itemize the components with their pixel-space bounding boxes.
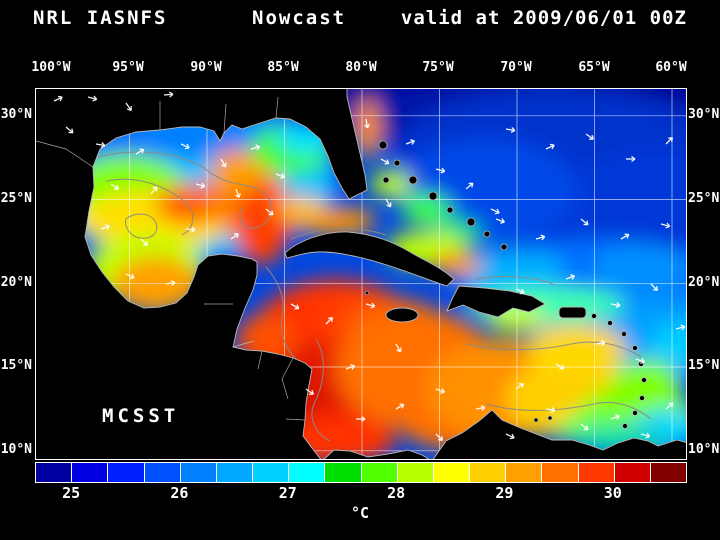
lon-label: 80°W <box>345 60 377 75</box>
sst-map-canvas <box>36 89 686 459</box>
lat-label-right: 30°N <box>688 107 720 122</box>
colorbar-cell <box>179 463 216 482</box>
page-title-valid: valid at 2009/06/01 00Z <box>400 7 687 29</box>
colorbar-cell <box>505 463 542 482</box>
lat-label-left: 25°N <box>0 191 32 206</box>
lon-label: 95°W <box>112 60 144 75</box>
lon-label: 65°W <box>578 60 610 75</box>
colorbar-tick: 25 <box>62 484 81 502</box>
colorbar-cell <box>324 463 361 482</box>
land-puerto-rico <box>558 306 587 319</box>
colorbar-tick: 29 <box>495 484 514 502</box>
lon-label: 75°W <box>422 60 454 75</box>
colorbar-cell <box>71 463 108 482</box>
lat-label-left: 10°N <box>0 442 32 457</box>
colorbar-tick: 30 <box>603 484 622 502</box>
colorbar-cell <box>215 463 253 482</box>
colorbar-unit: °C <box>350 504 370 522</box>
colorbar-cell <box>107 463 144 482</box>
colorbar-cell <box>469 463 506 482</box>
lat-label-left: 15°N <box>0 358 32 373</box>
lon-label: 90°W <box>190 60 222 75</box>
lat-label-right: 10°N <box>688 442 720 457</box>
land-cuba <box>284 231 455 287</box>
lon-label: 85°W <box>267 60 299 75</box>
colorbar-cell <box>360 463 397 482</box>
colorbar-cell <box>432 463 470 482</box>
colorbar-cell <box>577 463 614 482</box>
land-layer <box>36 89 686 459</box>
colorbar-cell <box>288 463 325 482</box>
colorbar-cell <box>649 463 687 482</box>
land-jamaica <box>385 307 419 323</box>
colorbar-ticks: 25 26 27 28 29 30 <box>35 484 685 502</box>
page-title-mode: Nowcast <box>252 7 347 29</box>
lat-label-right: 15°N <box>688 358 720 373</box>
colorbar-tick: 26 <box>170 484 189 502</box>
land-north-america <box>36 89 368 459</box>
colorbar-cell <box>36 463 72 482</box>
colorbar-tick: 28 <box>387 484 406 502</box>
ocean-contours-layer <box>97 151 652 442</box>
political-borders <box>36 96 306 421</box>
lat-label-right: 20°N <box>688 275 720 290</box>
lon-label: 100°W <box>31 60 71 75</box>
land-bahamas <box>378 140 508 251</box>
colorbar-tick: 27 <box>278 484 297 502</box>
page-title-product: NRL IASNFS <box>33 7 168 29</box>
lat-label-left: 20°N <box>0 275 32 290</box>
land-panama <box>323 449 430 459</box>
dataset-label: MCSST <box>102 405 180 427</box>
lat-label-right: 25°N <box>688 191 720 206</box>
land-south-america <box>432 409 686 459</box>
colorbar-cell <box>143 463 180 482</box>
lon-label: 70°W <box>500 60 532 75</box>
colorbar <box>35 462 687 483</box>
lon-label: 60°W <box>655 60 687 75</box>
colorbar-cell <box>613 463 650 482</box>
colorbar-cell <box>252 463 289 482</box>
colorbar-cell <box>396 463 433 482</box>
sst-map-plot-area: MCSST <box>35 88 687 460</box>
land-lesser-antilles <box>364 290 647 429</box>
lat-label-left: 30°N <box>0 107 32 122</box>
colorbar-cell <box>541 463 578 482</box>
